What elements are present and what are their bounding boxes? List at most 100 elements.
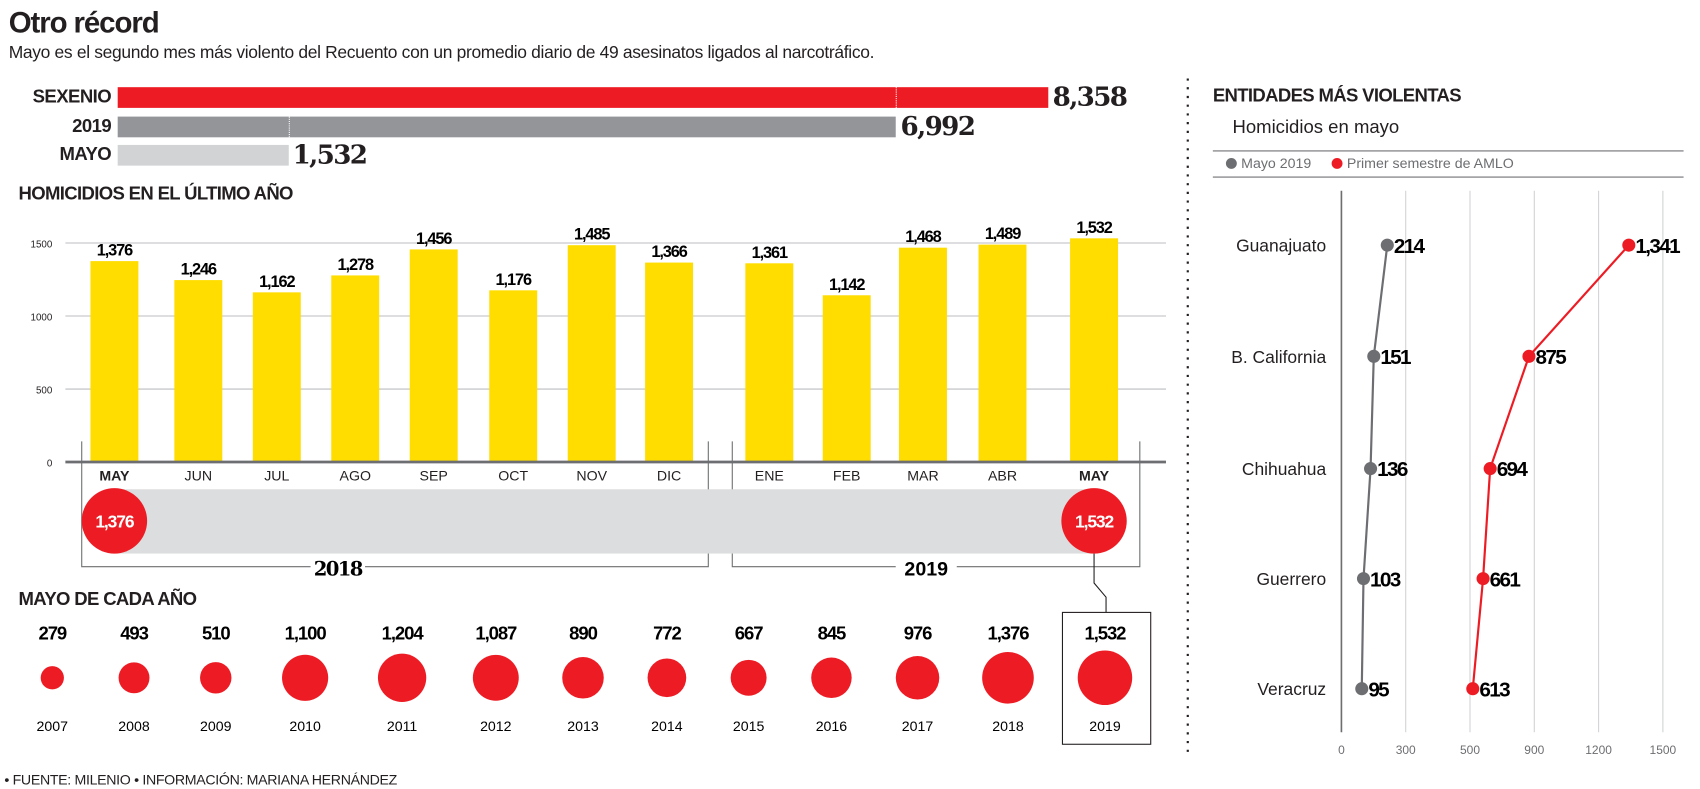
data-point-label: 1,341 (1635, 235, 1680, 258)
x-tick-label: 300 (1396, 743, 1416, 757)
summary-label-2019: 2019 (72, 115, 112, 137)
bubble (472, 654, 519, 701)
bar (978, 244, 1027, 463)
data-point-label: 103 (1370, 568, 1401, 591)
bubble-year-label: 2007 (37, 719, 69, 735)
highlight-box-2019 (1061, 611, 1152, 745)
data-point (1355, 682, 1369, 696)
summary-bar (117, 144, 289, 166)
bubble-value-label: 1,376 (988, 623, 1030, 644)
highlight-band (114, 489, 1095, 554)
bar-value-label: 1,366 (651, 243, 687, 261)
bubble (895, 656, 940, 700)
bubble (282, 654, 329, 701)
highlight-value: 1,376 (95, 511, 135, 531)
bubble (811, 657, 852, 699)
state-label: Chihuahua (1242, 459, 1327, 479)
group-label-2019: 2019 (904, 558, 948, 580)
bubble-year-label: 2012 (480, 719, 512, 735)
x-tick-label: MAY (99, 469, 130, 485)
data-point-label: 136 (1377, 458, 1408, 481)
x-tick-label: SEP (420, 469, 448, 485)
bubble-year-label: 2013 (567, 719, 599, 735)
bracket-2018 (81, 441, 709, 568)
data-point-label: 694 (1497, 458, 1529, 481)
data-point (1380, 238, 1394, 252)
bubble-value-label: 1,087 (475, 623, 517, 644)
bubble-value-label: 1,532 (1085, 623, 1127, 644)
bubble (730, 659, 767, 696)
legend-dot-gray-icon (1225, 158, 1237, 169)
x-tick-label: JUL (264, 469, 289, 485)
legend-label-amlo: Primer semestre de AMLO (1346, 154, 1514, 172)
x-tick-label: ENE (755, 469, 784, 485)
bar (489, 290, 538, 463)
bar-chart-title: HOMICIDIOS EN EL ÚLTIMO AÑO (18, 183, 294, 204)
data-point (1483, 462, 1497, 476)
bar-value-label: 1,361 (752, 244, 788, 262)
bar-value-label: 1,246 (181, 261, 217, 279)
summary-value: 8,358 (1052, 80, 1128, 113)
bubble (40, 666, 64, 690)
data-point (1364, 462, 1378, 476)
summary-label-mayo: MAYO (59, 143, 112, 165)
bar-value-label: 1,176 (496, 271, 532, 289)
legend: Mayo 2019 Primer semestre de AMLO (1212, 150, 1684, 178)
y-tick-label: 1500 (31, 239, 53, 250)
highlight-circle (81, 488, 148, 554)
bubble-value-label: 667 (735, 623, 763, 644)
connector-line (1093, 553, 1107, 613)
bubble-value-label: 493 (120, 623, 148, 644)
bar-value-label: 1,468 (905, 228, 941, 246)
legend-dot-red-icon (1331, 158, 1343, 169)
state-label: B. California (1231, 347, 1326, 367)
x-tick-label: ABR (988, 469, 1017, 485)
x-tick-label: DIC (657, 469, 681, 485)
bar (331, 275, 380, 463)
state-label: Guanajuato (1236, 236, 1326, 256)
data-point-label: 661 (1490, 568, 1521, 591)
dot-chart-title: ENTIDADES MÁS VIOLENTAS (1212, 84, 1462, 106)
bar (252, 292, 301, 463)
bubble-value-label: 1,100 (285, 623, 327, 644)
bubble-value-label: 976 (904, 623, 932, 644)
bubble-value-label: 845 (818, 623, 846, 644)
data-point (1356, 572, 1371, 586)
summary-value: 6,992 (900, 110, 976, 142)
x-tick-label: JUN (185, 469, 213, 485)
bubble (200, 662, 232, 694)
data-point-label: 214 (1394, 235, 1426, 258)
bubble-year-label: 2009 (200, 719, 232, 735)
bubble-year-label: 2010 (289, 719, 321, 735)
bar (899, 247, 947, 463)
x-tick-label: OCT (498, 469, 528, 485)
bubble-year-label: 2017 (902, 719, 934, 735)
y-tick-label: 500 (36, 385, 53, 396)
bubble-year-label: 2015 (733, 719, 765, 735)
bar-value-label: 1,162 (259, 273, 295, 291)
state-label: Guerrero (1256, 569, 1326, 589)
bracket-2019 (731, 441, 1141, 568)
bar-value-label: 1,278 (338, 256, 374, 274)
bubble (982, 651, 1034, 704)
bar (645, 262, 694, 463)
x-tick-label: MAR (907, 469, 938, 485)
data-point-label: 875 (1535, 346, 1566, 369)
page-subtitle: Mayo es el segundo mes más violento del … (8, 43, 875, 63)
bubble-chart-title: MAYO DE CADA AÑO (18, 588, 198, 610)
bubble-value-label: 279 (38, 623, 66, 644)
bar-value-label: 1,489 (985, 225, 1021, 243)
state-label: Veracruz (1257, 679, 1326, 699)
group-label-2018: 2018 (314, 557, 363, 580)
highlight-circle (1061, 488, 1127, 554)
summary-marker (895, 87, 897, 108)
data-point-label: 151 (1380, 346, 1411, 369)
bar-value-label: 1,532 (1076, 219, 1112, 237)
page-title: Otro récord (8, 6, 160, 40)
bar-value-label: 1,376 (97, 242, 133, 260)
summary-bar (117, 87, 1049, 108)
bar (90, 261, 139, 463)
bubble-year-label: 2016 (816, 719, 848, 735)
